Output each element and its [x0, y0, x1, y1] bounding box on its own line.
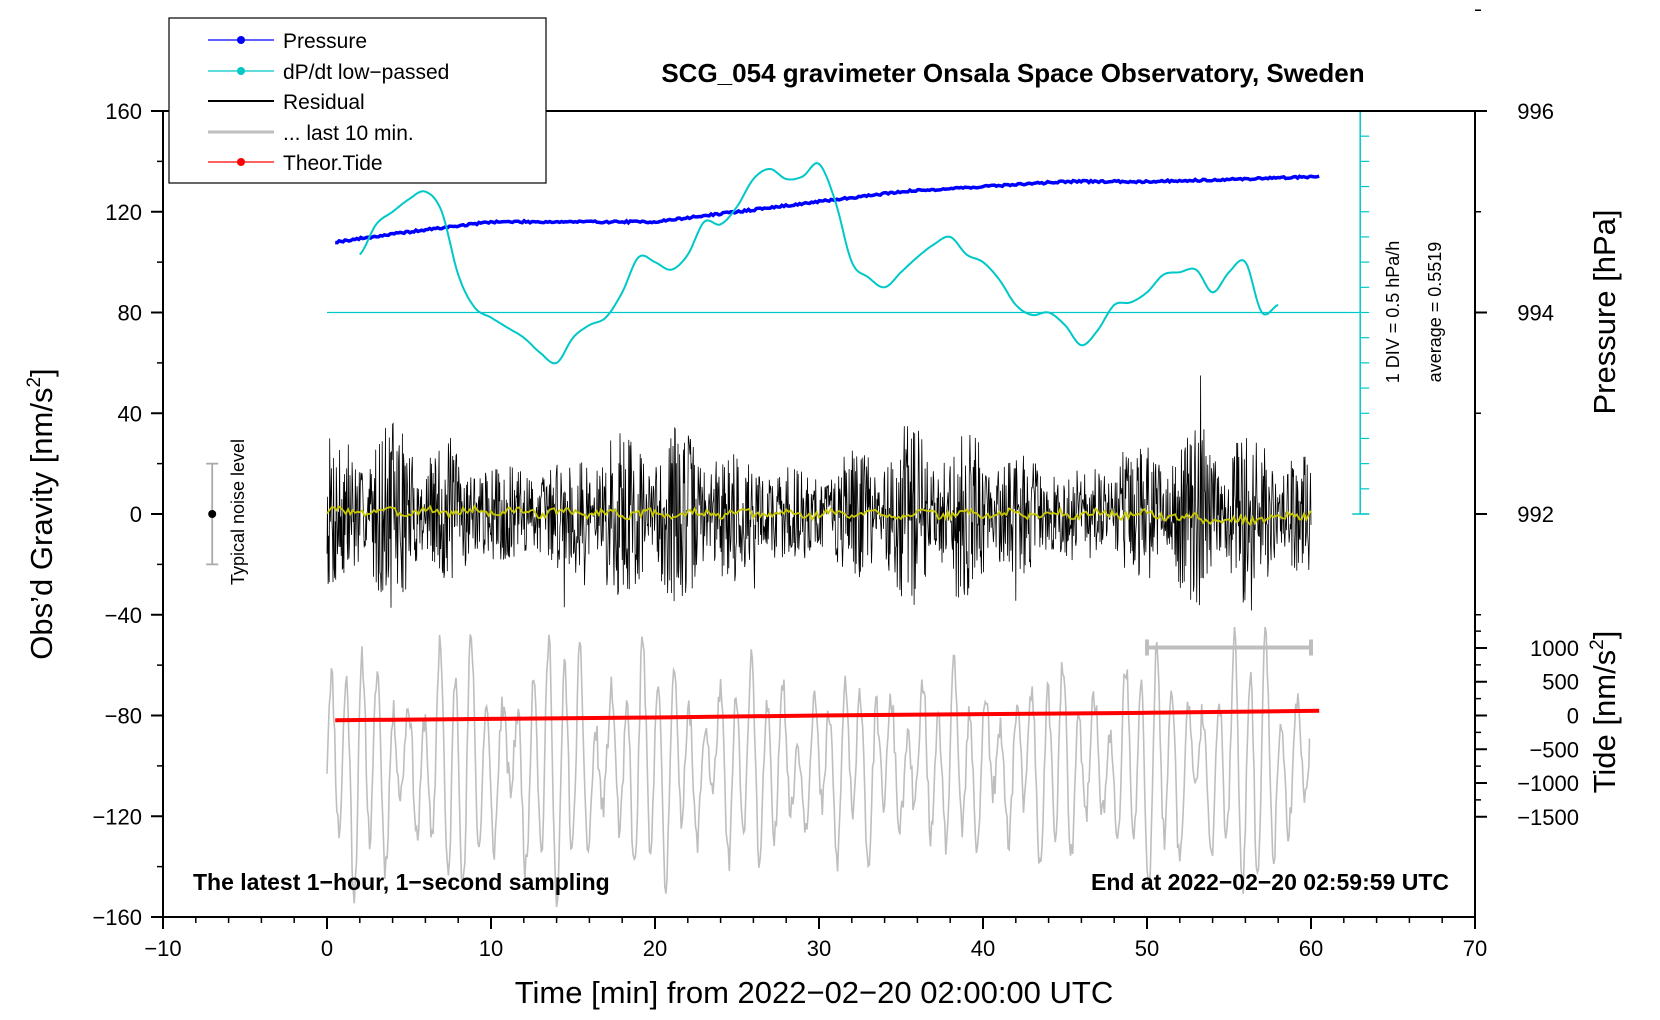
y-tick-label: 120	[105, 200, 142, 225]
x-axis-title: Time [min] from 2022−02−20 02:00:00 UTC	[515, 975, 1114, 1010]
y-axis-title-pressure: Pressure [hPa]	[1587, 209, 1622, 414]
x-tick-label: 50	[1135, 936, 1159, 961]
legend-label-residual: Residual	[283, 91, 365, 114]
noise-level-label: Typical noise level	[228, 439, 248, 585]
tide-tick-label: −1500	[1517, 805, 1579, 830]
tide-tick-label: 0	[1567, 704, 1579, 729]
legend-entry-pressure: Pressure	[208, 30, 367, 53]
x-tick-label: 20	[643, 936, 667, 961]
x-tick-label: 0	[321, 936, 333, 961]
tide-tick-label: 1000	[1530, 636, 1579, 661]
y-axis-title-gravity-text: Obs’d Gravity [nm/s	[24, 388, 59, 660]
legend: Pressure dP/dt low−passed Residual ... l…	[168, 17, 547, 184]
y-axis-title-gravity: Obs’d Gravity [nm/s2]	[24, 368, 59, 659]
series-pressure	[335, 174, 1320, 245]
y-axis-pressure: 992 994 996	[1475, 9, 1554, 616]
x-tick-label: 10	[479, 936, 503, 961]
x-tick-label: 30	[807, 936, 831, 961]
extras-layer	[206, 462, 1313, 656]
x-axis: −10 0 10 20 30 40 50 60 70	[144, 917, 1487, 961]
legend-entry-dpdt: dP/dt low−passed	[208, 61, 449, 84]
legend-entry-last10: ... last 10 min.	[208, 122, 414, 145]
legend-entry-tide: Theor.Tide	[208, 152, 383, 175]
y-tick-label: −80	[105, 704, 142, 729]
legend-entry-residual: Residual	[208, 91, 365, 114]
x-tick-label: 70	[1463, 936, 1487, 961]
pressure-tick-label: 996	[1517, 99, 1554, 124]
legend-label-last10: ... last 10 min.	[283, 122, 414, 145]
dpdt-average-label: average = 0.5519	[1425, 242, 1445, 383]
noise-bar-marker	[208, 510, 217, 518]
series-dpdt	[359, 162, 1279, 365]
pressure-tick-label: 992	[1517, 502, 1554, 527]
note-end-time: End at 2022−02−20 02:59:59 UTC	[1091, 869, 1449, 895]
y-axis-title-tide: Tide [nm/s2]	[1587, 631, 1622, 794]
dpdt-scale-label: 1 DIV = 0.5 hPa/h	[1383, 241, 1403, 384]
y-axis-tide: −1500 −1000 −500 0 500 1000	[1475, 630, 1579, 830]
x-tick-label: 60	[1299, 936, 1323, 961]
y-axis-title-tide-text: Tide [nm/s	[1587, 650, 1622, 794]
y-tick-label: −160	[92, 905, 142, 930]
x-tick-label: 40	[971, 936, 995, 961]
legend-marker-pressure	[237, 36, 245, 44]
y-tick-label: −120	[92, 804, 142, 829]
y-tick-label: −40	[105, 603, 142, 628]
chart-title: SCG_054 gravimeter Onsala Space Observat…	[661, 58, 1364, 88]
y-axis-title-tide-sup: 2	[1587, 639, 1608, 650]
note-sampling: The latest 1−hour, 1−second sampling	[193, 869, 610, 895]
y-axis-title-tide-close: ]	[1587, 631, 1622, 640]
y-axis-title-gravity-close: ]	[24, 368, 59, 377]
y-tick-label: 160	[105, 99, 142, 124]
tide-tick-label: −500	[1529, 737, 1579, 762]
y-tick-label: 80	[118, 301, 142, 326]
y-tick-label: 40	[118, 401, 142, 426]
tide-tick-label: −1000	[1517, 771, 1579, 796]
legend-label-pressure: Pressure	[283, 30, 367, 53]
legend-label-tide: Theor.Tide	[283, 152, 383, 175]
series-last-10-min	[326, 626, 1311, 908]
tide-tick-label: 500	[1542, 670, 1579, 695]
y-axis-gravity: −160 −120 −80 −40 0 40 80 120 160	[92, 99, 163, 930]
dpdt-scale-bar	[1352, 110, 1370, 515]
y-axis-title-gravity-sup: 2	[24, 377, 45, 388]
legend-marker-tide	[237, 158, 245, 166]
series-theor-tide	[335, 708, 1320, 723]
data-layer	[326, 162, 1361, 908]
y-tick-label: 0	[130, 502, 142, 527]
legend-label-dpdt: dP/dt low−passed	[283, 61, 449, 84]
series-residual-smoothed	[326, 504, 1312, 527]
x-tick-label: −10	[144, 936, 181, 961]
legend-marker-dpdt	[237, 67, 245, 75]
series-residual	[326, 375, 1312, 611]
pressure-tick-label: 994	[1517, 301, 1554, 326]
